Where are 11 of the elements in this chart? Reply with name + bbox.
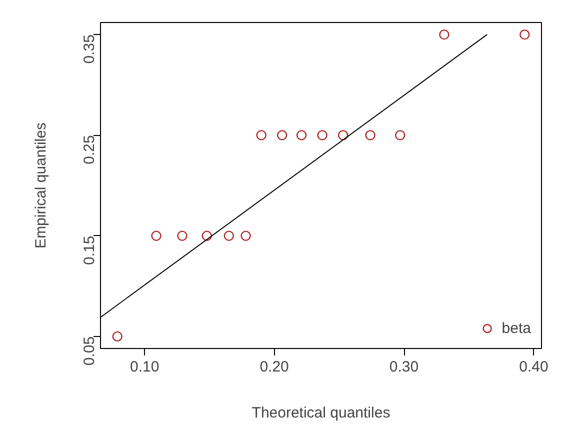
y-tick-label: 0.25 bbox=[81, 135, 98, 164]
x-tick-label: 0.10 bbox=[130, 358, 160, 376]
x-axis-title: Theoretical quantiles bbox=[252, 404, 390, 422]
x-tick-label: 0.20 bbox=[260, 358, 289, 376]
x-tick-label: 0.40 bbox=[519, 358, 548, 376]
y-axis-title: Empirical quantiles bbox=[32, 122, 50, 248]
legend-label: beta bbox=[502, 320, 531, 336]
y-tick-label: 0.15 bbox=[81, 236, 98, 266]
y-tick-label: 0.35 bbox=[81, 34, 98, 64]
y-tick-label: 0.05 bbox=[81, 336, 98, 366]
x-tick-label: 0.30 bbox=[389, 358, 419, 376]
